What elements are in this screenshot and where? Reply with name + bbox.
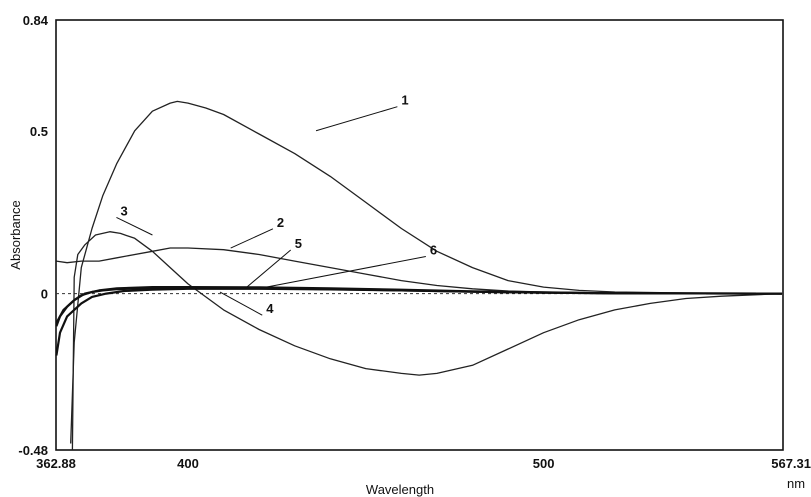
curve-leader-line [266, 256, 426, 288]
series-line-2 [56, 247, 782, 295]
curve-leader-line [219, 291, 263, 316]
curve-label: 6 [430, 243, 437, 258]
x-tick-label: 362.88 [36, 456, 76, 471]
y-tick-label: -0.48 [18, 443, 48, 458]
curve-label: 5 [295, 236, 302, 251]
curve-leader-line [230, 228, 274, 249]
x-tick-label: 400 [177, 456, 199, 471]
series-line-1 [70, 100, 782, 444]
y-tick-label: 0.84 [23, 13, 49, 28]
y-axis-title: Absorbance [8, 200, 23, 269]
x-tick-label: 500 [533, 456, 555, 471]
curve-label: 3 [120, 203, 127, 218]
curve-leader-line [315, 106, 398, 132]
x-axis-unit: nm [787, 476, 805, 491]
x-axis-title: Wavelength [366, 482, 434, 497]
curve-label: 4 [266, 301, 274, 316]
series-line-3 [71, 231, 782, 451]
y-tick-label: 0.5 [30, 124, 48, 139]
y-tick-label: 0 [41, 287, 48, 302]
plot-area-frame [55, 19, 784, 451]
curve-label: 2 [277, 215, 284, 230]
curve-leader-line [244, 249, 292, 290]
curve-label: 1 [401, 93, 408, 108]
series-line-6 [55, 286, 782, 324]
x-tick-label: 567.31 [771, 456, 811, 471]
series-line-4 [55, 287, 782, 356]
curve-leader-line [116, 217, 153, 236]
